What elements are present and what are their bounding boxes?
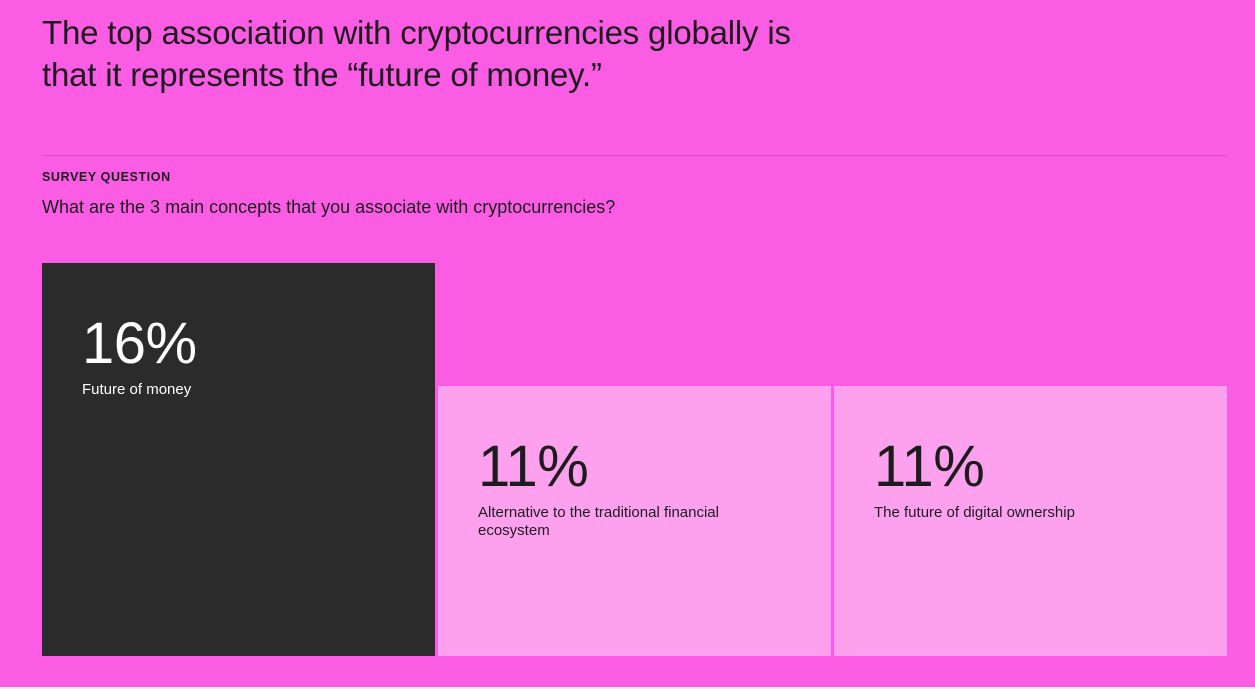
bar-alternative-financial-ecosystem: 11% Alternative to the traditional finan… (438, 386, 831, 656)
bar-value: 11% (478, 434, 589, 499)
bottom-page-edge (0, 687, 1255, 689)
bar-label: Future of money (82, 381, 192, 398)
bar-value: 16% (82, 311, 197, 376)
bar-value: 11% (874, 434, 985, 499)
survey-question-eyebrow: SURVEY QUESTION (42, 170, 171, 184)
bar-future-of-money: 16% Future of money (42, 263, 435, 656)
bar-label: The future of digital ownership (874, 504, 1075, 521)
bar-future-of-digital-ownership: 11% The future of digital ownership (834, 386, 1227, 656)
bar-label: Alternative to the traditional financial… (478, 504, 719, 539)
page-title: The top association with cryptocurrencie… (42, 14, 791, 93)
association-bar-chart: 16% Future of money 11% Alternative to t… (42, 263, 1227, 656)
survey-question-text: What are the 3 main concepts that you as… (42, 197, 616, 217)
divider-line (42, 155, 1227, 156)
